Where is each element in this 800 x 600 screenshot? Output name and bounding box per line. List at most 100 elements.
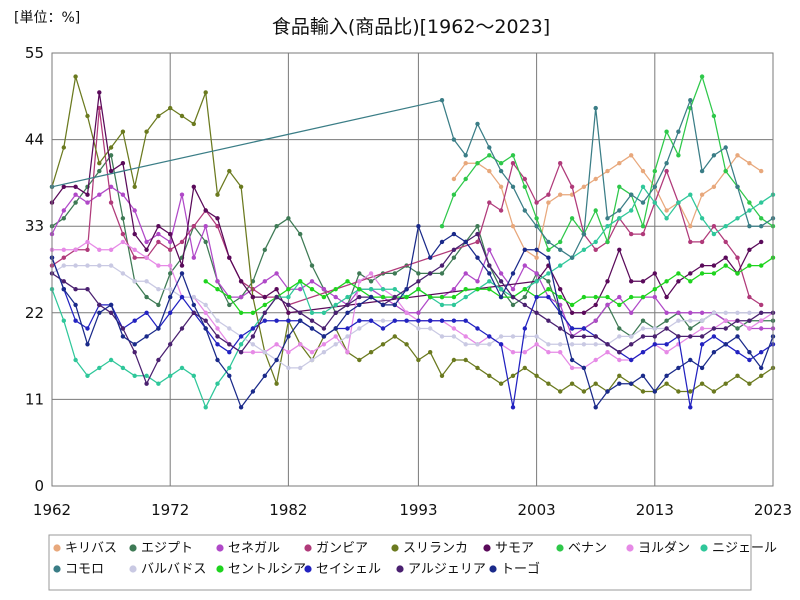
data-point bbox=[534, 200, 539, 205]
data-point bbox=[215, 357, 220, 363]
series-line bbox=[441, 75, 774, 251]
data-point bbox=[629, 357, 634, 363]
data-point bbox=[108, 168, 114, 174]
data-point bbox=[617, 350, 622, 355]
data-point bbox=[605, 342, 610, 347]
data-point bbox=[203, 279, 208, 284]
data-point bbox=[569, 381, 575, 386]
data-point bbox=[227, 326, 232, 331]
data-point bbox=[156, 326, 161, 331]
data-point bbox=[451, 192, 457, 197]
data-point bbox=[735, 310, 740, 315]
data-point bbox=[120, 271, 126, 276]
data-point bbox=[747, 247, 752, 252]
data-point bbox=[664, 294, 669, 300]
data-point bbox=[475, 279, 480, 284]
data-point bbox=[569, 342, 575, 347]
data-point bbox=[416, 357, 421, 363]
data-point bbox=[617, 184, 622, 189]
data-point bbox=[487, 334, 492, 339]
data-point bbox=[286, 310, 291, 315]
data-point bbox=[640, 168, 646, 174]
data-point bbox=[238, 405, 244, 410]
data-point bbox=[723, 310, 728, 315]
data-point bbox=[439, 271, 445, 276]
data-point bbox=[144, 373, 149, 378]
data-point bbox=[593, 334, 598, 339]
data-point bbox=[510, 405, 516, 410]
data-point bbox=[286, 302, 291, 308]
data-point bbox=[629, 279, 634, 284]
data-point bbox=[723, 342, 728, 347]
data-point bbox=[546, 192, 551, 197]
data-point bbox=[416, 287, 421, 292]
data-point bbox=[593, 318, 598, 323]
data-point bbox=[569, 326, 575, 331]
data-point bbox=[487, 168, 492, 174]
data-point bbox=[392, 287, 397, 292]
legend-marker bbox=[129, 565, 137, 573]
legend-label: セネガル bbox=[228, 541, 280, 556]
legend-label: トーゴ bbox=[501, 561, 540, 577]
data-point bbox=[357, 357, 362, 363]
data-point bbox=[227, 365, 232, 371]
data-point bbox=[558, 350, 563, 355]
data-point bbox=[357, 279, 362, 284]
data-point bbox=[428, 326, 433, 331]
data-point bbox=[569, 357, 575, 363]
data-point bbox=[416, 318, 421, 323]
data-point bbox=[747, 318, 752, 323]
data-point bbox=[747, 224, 752, 229]
data-point bbox=[605, 239, 610, 245]
data-point bbox=[581, 342, 587, 347]
data-point bbox=[640, 318, 646, 323]
data-point bbox=[451, 318, 457, 323]
data-point bbox=[463, 271, 468, 276]
data-point bbox=[723, 381, 728, 386]
data-point bbox=[97, 365, 102, 371]
data-point bbox=[156, 113, 161, 119]
data-point bbox=[747, 200, 752, 205]
data-point bbox=[522, 184, 527, 189]
data-point bbox=[144, 381, 149, 386]
data-point bbox=[439, 334, 445, 339]
data-point bbox=[463, 239, 468, 245]
data-point bbox=[203, 318, 208, 323]
data-point bbox=[676, 334, 681, 339]
x-tick-label: 2003 bbox=[518, 501, 556, 519]
data-point bbox=[735, 153, 740, 158]
data-point bbox=[629, 153, 634, 158]
data-point bbox=[759, 168, 764, 174]
data-point bbox=[652, 271, 657, 276]
data-point bbox=[97, 247, 102, 252]
data-point bbox=[286, 216, 291, 221]
data-point bbox=[61, 184, 66, 189]
y-tick-label: 44 bbox=[25, 131, 44, 149]
data-point bbox=[735, 326, 740, 331]
data-point bbox=[274, 381, 279, 386]
data-point bbox=[179, 271, 185, 276]
x-tick-label: 1972 bbox=[151, 501, 189, 519]
data-point bbox=[404, 342, 409, 347]
data-point bbox=[132, 247, 137, 252]
data-point bbox=[581, 389, 587, 394]
legend-label: セントルシア bbox=[228, 562, 306, 577]
data-point bbox=[191, 121, 196, 127]
data-point bbox=[522, 208, 527, 213]
data-point bbox=[451, 326, 457, 331]
data-point bbox=[156, 224, 161, 229]
legend-item: サモア bbox=[483, 541, 534, 556]
data-point bbox=[699, 381, 705, 386]
data-point bbox=[593, 381, 598, 386]
data-point bbox=[534, 255, 539, 260]
data-point bbox=[85, 247, 90, 252]
data-point bbox=[215, 342, 220, 347]
data-point bbox=[203, 310, 208, 315]
data-point bbox=[759, 350, 764, 355]
data-point bbox=[569, 365, 575, 371]
data-point bbox=[286, 350, 291, 355]
data-point bbox=[617, 357, 622, 363]
data-point bbox=[179, 326, 185, 331]
data-point bbox=[108, 200, 114, 205]
